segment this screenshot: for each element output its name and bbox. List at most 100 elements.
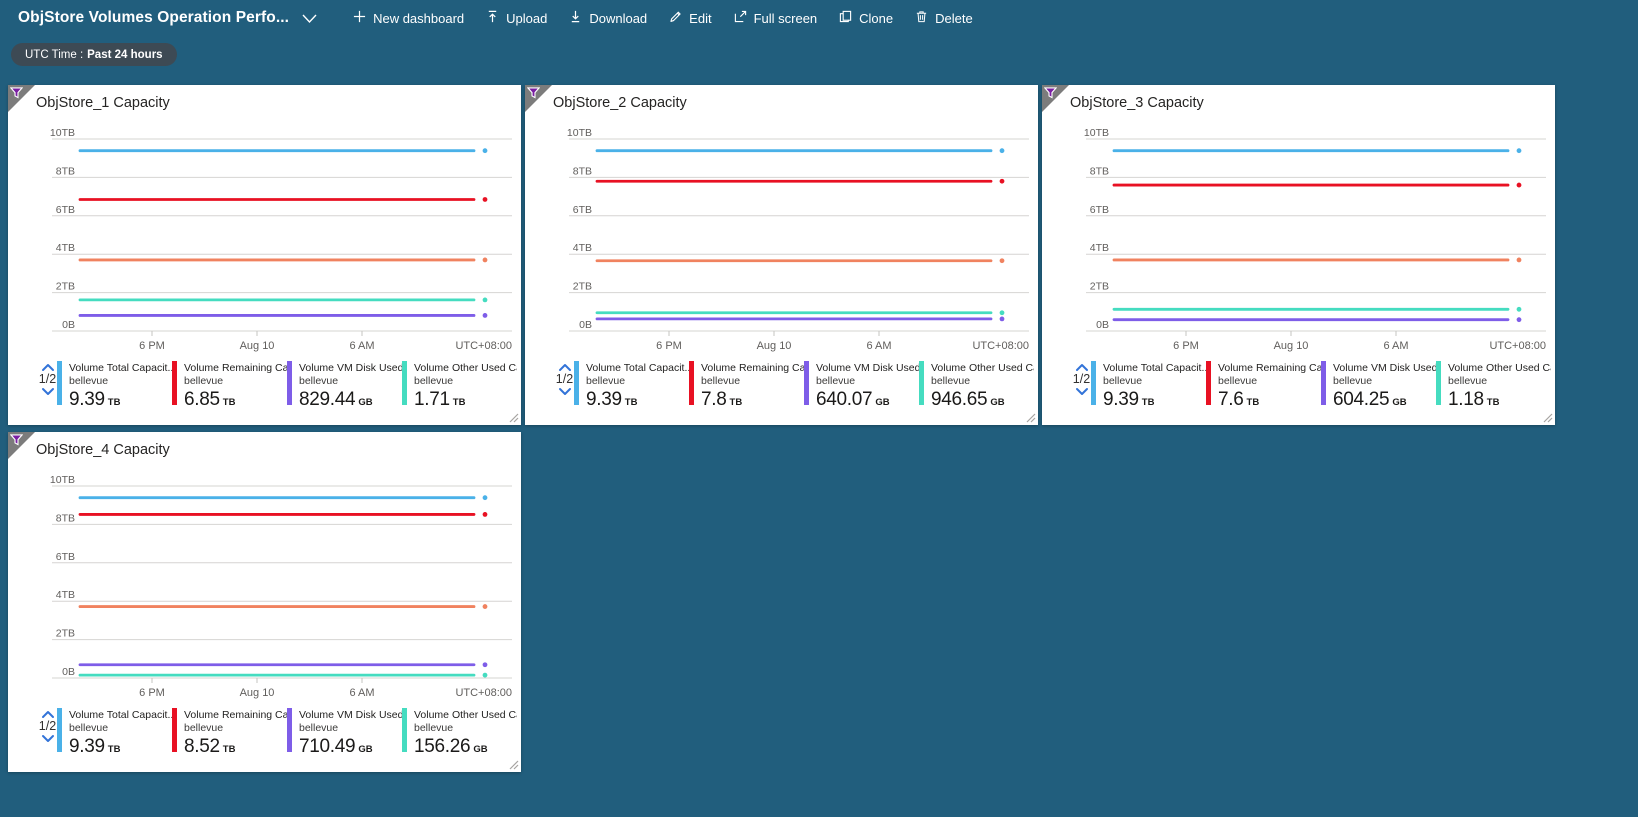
pager-down-icon[interactable]	[558, 387, 572, 396]
chart-tile[interactable]: ObjStore_1 Capacity 0B 2TB 4TB 6TB 8TB 10TB 6 …	[8, 85, 521, 425]
legend-item[interactable]: Volume Total Capacit... bellevue 9.39 TB	[57, 708, 172, 758]
legend-value-row: 829.44 GB	[299, 389, 402, 411]
tile-title: ObjStore_3 Capacity	[1070, 95, 1204, 111]
legend-value-row: 9.39 TB	[69, 736, 172, 758]
series-end-dot	[1516, 148, 1522, 154]
upload-button[interactable]: Upload	[476, 5, 559, 31]
legend-value-row: 9.39 TB	[69, 389, 172, 411]
pager-down-icon[interactable]	[41, 734, 55, 743]
legend-value-row: 946.65 GB	[931, 389, 1034, 411]
legend-value: 7.6	[1218, 389, 1244, 410]
dashboard-title[interactable]: ObjStore Volumes Operation Perfo...	[18, 9, 290, 26]
pager-up-icon[interactable]	[41, 363, 55, 372]
legend-item[interactable]: Volume VM Disk Used ... bellevue 710.49G…	[287, 708, 402, 758]
fullscreen-button[interactable]: Full screen	[724, 5, 830, 31]
tile-title: ObjStore_1 Capacity	[36, 95, 170, 111]
chart-tile[interactable]: ObjStore_3 Capacity 0B 2TB 4TB 6TB 8TB 10TB 6 …	[1042, 85, 1555, 425]
pager-down-icon[interactable]	[1075, 387, 1089, 396]
legend-metric-name: Volume Total Capacit...	[69, 362, 172, 374]
legend-resource-name: bellevue	[184, 375, 224, 387]
legend-value-row: 1.71 TB	[414, 389, 517, 411]
pager-up-icon[interactable]	[558, 363, 572, 372]
legend-resource-name: bellevue	[69, 722, 109, 734]
legend-item[interactable]: Volume Total Capacit... bellevue 9.39 TB	[1091, 361, 1206, 411]
legend-color-bar	[1091, 361, 1096, 405]
legend-item[interactable]: Volume Other Used Ca... bellevue 156.26G…	[402, 708, 517, 758]
legend-unit: TB	[1141, 397, 1155, 408]
legend-pager: 1/2	[38, 708, 57, 743]
capacity-chart: 0B 2TB 4TB 6TB 8TB 10TB 6 PM Aug 10 6 AM UTC+08:0…	[1084, 127, 1546, 352]
pager-label: 1/2	[38, 372, 57, 386]
legend-resource-name: bellevue	[701, 375, 741, 387]
legend: 1/2 Volume Total Capacit... bellevue 9.3…	[38, 361, 517, 411]
time-filter-pill[interactable]: UTC Time : Past 24 hours	[11, 43, 177, 66]
legend-value: 710.49	[299, 736, 356, 757]
legend-item[interactable]: Volume Total Capacit... bellevue 9.39 TB	[57, 361, 172, 411]
series-end-dot	[1516, 257, 1522, 263]
legend: 1/2 Volume Total Capacit... bellevue 9.3…	[38, 708, 517, 758]
pager-up-icon[interactable]	[41, 710, 55, 719]
legend-metric-name: Volume Remaining Cap...	[1218, 362, 1321, 374]
y-axis-label: 0B	[62, 666, 75, 678]
legend-value: 9.39	[586, 389, 622, 410]
legend-color-bar	[402, 361, 407, 405]
y-axis-label: 4TB	[56, 242, 75, 254]
legend-unit: GB	[875, 397, 890, 408]
y-axis-label: 10TB	[567, 127, 592, 139]
download-button[interactable]: Download	[559, 5, 659, 31]
legend-color-bar	[1321, 361, 1326, 405]
legend-color-bar	[1436, 361, 1441, 405]
time-filter-prefix: UTC Time :	[25, 48, 84, 61]
legend-unit: TB	[729, 397, 743, 408]
legend-unit: GB	[358, 744, 373, 755]
pager-up-icon[interactable]	[1075, 363, 1089, 372]
y-axis-label: 4TB	[573, 242, 592, 254]
y-axis-label: 8TB	[56, 512, 75, 524]
tile-resize-handle[interactable]	[1543, 413, 1553, 423]
legend-metric-name: Volume Remaining Cap...	[701, 362, 804, 374]
chevron-down-icon[interactable]	[302, 11, 317, 29]
x-axis-label: 6 PM	[656, 340, 682, 352]
legend-item[interactable]: Volume Remaining Cap... bellevue 7.8TB	[689, 361, 804, 411]
legend-item[interactable]: Volume VM Disk Used ... bellevue 604.25G…	[1321, 361, 1436, 411]
series-end-dot	[482, 313, 488, 318]
y-axis-label: 6TB	[56, 551, 75, 563]
tile-filter-corner[interactable]	[8, 85, 35, 112]
tile-filter-corner[interactable]	[1042, 85, 1069, 112]
legend-unit: TB	[107, 397, 121, 408]
legend-resource-name: bellevue	[414, 375, 454, 387]
pager-down-icon[interactable]	[41, 387, 55, 396]
delete-button[interactable]: Delete	[905, 5, 985, 31]
chart-tile[interactable]: ObjStore_4 Capacity 0B 2TB 4TB 6TB 8TB 10TB 6 …	[8, 432, 521, 772]
tile-resize-handle[interactable]	[1026, 413, 1036, 423]
tile-resize-handle[interactable]	[509, 413, 519, 423]
legend-item[interactable]: Volume VM Disk Used ... bellevue 829.44G…	[287, 361, 402, 411]
clone-button[interactable]: Clone	[829, 5, 905, 31]
chart-tile[interactable]: ObjStore_2 Capacity 0B 2TB 4TB 6TB 8TB 10TB 6 …	[525, 85, 1038, 425]
legend-item[interactable]: Volume Total Capacit... bellevue 9.39 TB	[574, 361, 689, 411]
legend-metric-name: Volume VM Disk Used ...	[299, 709, 402, 721]
tile-filter-corner[interactable]	[8, 432, 35, 459]
legend-metric-name: Volume Other Used Ca...	[1448, 362, 1551, 374]
legend-metric-name: Volume VM Disk Used ...	[816, 362, 919, 374]
tile-resize-handle[interactable]	[509, 760, 519, 770]
series-end-dot	[482, 197, 488, 202]
edit-button[interactable]: Edit	[659, 5, 723, 31]
y-axis-label: 0B	[1096, 319, 1109, 331]
legend-metric-name: Volume Other Used Ca...	[414, 709, 517, 721]
tile-filter-corner[interactable]	[525, 85, 552, 112]
legend-unit: TB	[107, 744, 121, 755]
legend-color-bar	[919, 361, 924, 405]
series-end-dot	[1516, 317, 1522, 323]
legend-item[interactable]: Volume Remaining Cap... bellevue 7.6TB	[1206, 361, 1321, 411]
filter-funnel-icon	[10, 434, 23, 446]
legend-item[interactable]: Volume VM Disk Used ... bellevue 640.07G…	[804, 361, 919, 411]
download-icon	[569, 10, 582, 26]
legend-metric-name: Volume Total Capacit...	[586, 362, 689, 374]
new-dashboard-button[interactable]: New dashboard	[343, 5, 476, 31]
legend-item[interactable]: Volume Other Used Ca... bellevue 946.65G…	[919, 361, 1034, 411]
